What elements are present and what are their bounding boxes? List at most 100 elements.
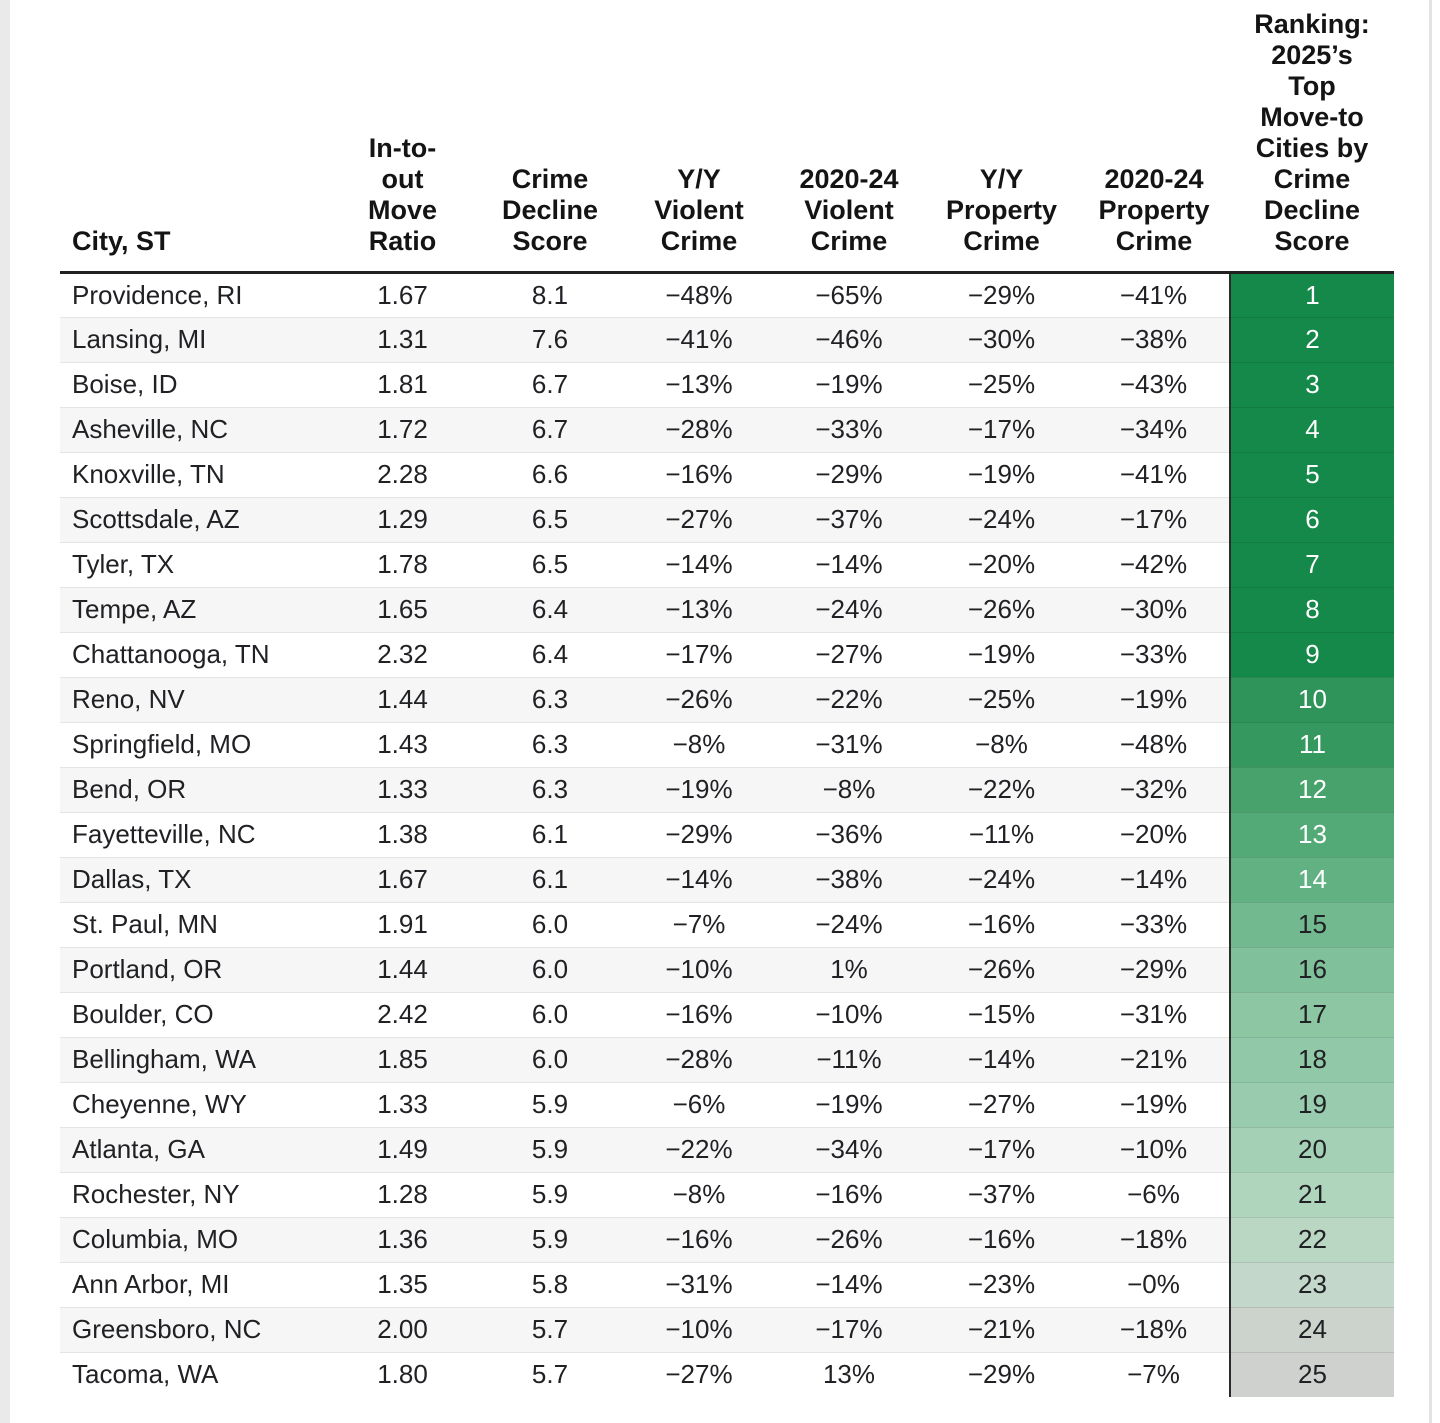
city-cell: Columbia, MO [60, 1216, 330, 1262]
move-ratio-cell: 1.67 [330, 272, 475, 317]
crime-decline-score-cell: 6.4 [475, 586, 625, 632]
crime-decline-table: City, ST In-to- out Move Ratio Crime Dec… [60, 0, 1394, 1397]
page-left-edge [0, 0, 10, 1423]
col-header-move-ratio: In-to- out Move Ratio [367, 132, 438, 256]
violent-2020-24-cell: −38% [773, 856, 925, 902]
property-2020-24-cell: −7% [1078, 1351, 1230, 1397]
property-2020-24-cell: −20% [1078, 811, 1230, 857]
move-ratio-cell: 1.44 [330, 676, 475, 722]
table-body: Providence, RI 1.67 8.1 −48% −65% −29% −… [60, 272, 1394, 1397]
table-row: Springfield, MO 1.43 6.3 −8% −31% −8% −4… [60, 721, 1394, 767]
table-row: St. Paul, MN 1.91 6.0 −7% −24% −16% −33%… [60, 901, 1394, 947]
yy-property-crime-cell: −21% [925, 1306, 1078, 1352]
yy-property-crime-cell: −17% [925, 406, 1078, 452]
violent-2020-24-cell: −17% [773, 1306, 925, 1352]
violent-2020-24-cell: −10% [773, 991, 925, 1037]
property-2020-24-cell: −43% [1078, 361, 1230, 407]
crime-decline-table-container: City, ST In-to- out Move Ratio Crime Dec… [60, 0, 1394, 1397]
crime-decline-score-cell: 5.8 [475, 1261, 625, 1307]
table-row: Columbia, MO 1.36 5.9 −16% −26% −16% −18… [60, 1216, 1394, 1262]
property-2020-24-cell: −48% [1078, 721, 1230, 767]
property-2020-24-cell: −41% [1078, 272, 1230, 317]
move-ratio-cell: 1.33 [330, 766, 475, 812]
table-row: Reno, NV 1.44 6.3 −26% −22% −25% −19% 10 [60, 676, 1394, 722]
move-ratio-cell: 1.31 [330, 316, 475, 362]
city-cell: Tempe, AZ [60, 586, 330, 632]
yy-violent-crime-cell: −28% [625, 406, 773, 452]
crime-decline-score-cell: 8.1 [475, 272, 625, 317]
city-cell: Providence, RI [60, 272, 330, 317]
yy-violent-crime-cell: −16% [625, 991, 773, 1037]
move-ratio-cell: 1.29 [330, 496, 475, 542]
move-ratio-cell: 1.49 [330, 1126, 475, 1172]
yy-property-crime-cell: −29% [925, 272, 1078, 317]
yy-violent-crime-cell: −31% [625, 1261, 773, 1307]
yy-violent-crime-cell: −13% [625, 361, 773, 407]
city-cell: Fayetteville, NC [60, 811, 330, 857]
crime-decline-score-cell: 6.3 [475, 766, 625, 812]
city-cell: Dallas, TX [60, 856, 330, 902]
col-header-ranking: Ranking: 2025’s Top Move-to Cities by Cr… [1254, 8, 1370, 256]
yy-violent-crime-cell: −27% [625, 496, 773, 542]
violent-2020-24-cell: −24% [773, 901, 925, 947]
city-cell: Rochester, NY [60, 1171, 330, 1217]
move-ratio-cell: 2.32 [330, 631, 475, 677]
city-cell: Bellingham, WA [60, 1036, 330, 1082]
city-cell: Knoxville, TN [60, 451, 330, 497]
table-row: Rochester, NY 1.28 5.9 −8% −16% −37% −6%… [60, 1171, 1394, 1217]
yy-property-crime-cell: −14% [925, 1036, 1078, 1082]
property-2020-24-cell: −41% [1078, 451, 1230, 497]
yy-violent-crime-cell: −17% [625, 631, 773, 677]
table-row: Dallas, TX 1.67 6.1 −14% −38% −24% −14% … [60, 856, 1394, 902]
yy-property-crime-cell: −23% [925, 1261, 1078, 1307]
yy-property-crime-cell: −16% [925, 901, 1078, 947]
move-ratio-cell: 1.65 [330, 586, 475, 632]
crime-decline-score-cell: 6.1 [475, 811, 625, 857]
property-2020-24-cell: −34% [1078, 406, 1230, 452]
city-cell: Ann Arbor, MI [60, 1261, 330, 1307]
col-header-crime-decline-score: Crime Decline Score [501, 163, 599, 256]
city-cell: Scottsdale, AZ [60, 496, 330, 542]
crime-decline-score-cell: 6.3 [475, 721, 625, 767]
move-ratio-cell: 2.00 [330, 1306, 475, 1352]
rank-cell: 14 [1229, 856, 1394, 902]
yy-property-crime-cell: −17% [925, 1126, 1078, 1172]
violent-2020-24-cell: 1% [773, 946, 925, 992]
city-cell: Tyler, TX [60, 541, 330, 587]
col-header-yy-violent-crime: Y/Y Violent Crime [654, 163, 744, 256]
rank-cell: 8 [1229, 586, 1394, 632]
move-ratio-cell: 1.36 [330, 1216, 475, 1262]
crime-decline-score-cell: 6.5 [475, 541, 625, 587]
crime-decline-score-cell: 5.9 [475, 1126, 625, 1172]
yy-violent-crime-cell: −14% [625, 541, 773, 587]
city-cell: Boulder, CO [60, 991, 330, 1037]
crime-decline-score-cell: 6.0 [475, 991, 625, 1037]
rank-cell: 23 [1229, 1261, 1394, 1307]
table-row: Scottsdale, AZ 1.29 6.5 −27% −37% −24% −… [60, 496, 1394, 542]
crime-decline-score-cell: 6.0 [475, 1036, 625, 1082]
header-row: City, ST In-to- out Move Ratio Crime Dec… [60, 0, 1394, 272]
violent-2020-24-cell: −14% [773, 541, 925, 587]
city-cell: Tacoma, WA [60, 1351, 330, 1397]
move-ratio-cell: 1.78 [330, 541, 475, 587]
violent-2020-24-cell: −8% [773, 766, 925, 812]
city-cell: Asheville, NC [60, 406, 330, 452]
rank-cell: 9 [1229, 631, 1394, 677]
city-cell: Atlanta, GA [60, 1126, 330, 1172]
table-row: Tacoma, WA 1.80 5.7 −27% 13% −29% −7% 25 [60, 1351, 1394, 1397]
yy-property-crime-cell: −20% [925, 541, 1078, 587]
table-row: Atlanta, GA 1.49 5.9 −22% −34% −17% −10%… [60, 1126, 1394, 1172]
table-row: Lansing, MI 1.31 7.6 −41% −46% −30% −38%… [60, 316, 1394, 362]
col-header-yy-property-crime: Y/Y Property Crime [945, 163, 1058, 256]
rank-cell: 13 [1229, 811, 1394, 857]
table-header: City, ST In-to- out Move Ratio Crime Dec… [60, 0, 1394, 272]
yy-violent-crime-cell: −41% [625, 316, 773, 362]
property-2020-24-cell: −29% [1078, 946, 1230, 992]
yy-violent-crime-cell: −14% [625, 856, 773, 902]
rank-cell: 15 [1229, 901, 1394, 947]
table-row: Chattanooga, TN 2.32 6.4 −17% −27% −19% … [60, 631, 1394, 677]
yy-violent-crime-cell: −16% [625, 451, 773, 497]
move-ratio-cell: 1.72 [330, 406, 475, 452]
property-2020-24-cell: −14% [1078, 856, 1230, 902]
move-ratio-cell: 1.67 [330, 856, 475, 902]
